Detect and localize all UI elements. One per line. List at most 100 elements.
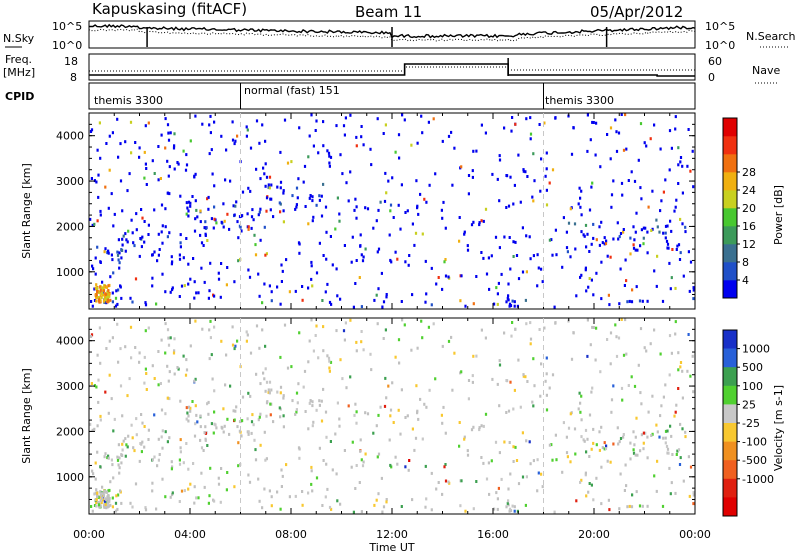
velocity-cell (197, 496, 200, 500)
velocity-cell (185, 368, 189, 372)
power-cell (151, 284, 154, 288)
power-cell (99, 213, 102, 217)
velocity-cell (232, 409, 235, 413)
power-cell (373, 298, 376, 302)
velocity-cell (114, 509, 118, 513)
power-cell (265, 175, 269, 179)
velocity-cell (496, 382, 499, 386)
velocity-cell (184, 373, 188, 377)
power-cell (254, 253, 258, 257)
power-cell (298, 251, 301, 255)
power-cell (580, 273, 583, 277)
velocity-cell (679, 422, 682, 426)
velocity-cell (193, 434, 197, 438)
velocity-panel-frame (88, 317, 696, 515)
power-cell (403, 118, 406, 122)
power-cell (416, 141, 419, 145)
power-cell (147, 233, 150, 236)
velocity-cell (200, 471, 203, 475)
power-cell (338, 212, 341, 216)
velocity-cell (625, 484, 628, 488)
power-cell (467, 192, 470, 196)
power-cell (247, 186, 250, 190)
velocity-cell (99, 490, 102, 494)
velocity-cell (164, 430, 167, 434)
velocity-cell (130, 356, 133, 360)
power-cell (270, 290, 273, 294)
power-cell (131, 231, 134, 235)
velocity-cell (522, 374, 525, 378)
power-cell (113, 212, 116, 216)
velocity-cell (96, 353, 99, 357)
velocity-cell (588, 482, 591, 485)
velocity-cell (213, 410, 216, 414)
power-cell (453, 146, 456, 150)
time-tick-label: 08:00 (275, 528, 307, 541)
power-cell (428, 183, 431, 187)
velocity-cell (202, 449, 205, 452)
velocity-cell (536, 489, 539, 493)
power-cell (189, 204, 192, 208)
velocity-cell (179, 399, 182, 403)
power-cell (487, 256, 490, 260)
velocity-cell (505, 505, 508, 509)
power-cell (531, 195, 534, 199)
power-cell (90, 177, 93, 180)
power-cell (97, 195, 100, 199)
power-cell (226, 266, 229, 269)
velocity-cell (355, 349, 358, 353)
velocity-cell (637, 363, 640, 367)
power-cell (171, 288, 174, 292)
velocity-cell (512, 460, 515, 463)
power-cell (632, 225, 635, 229)
power-cell (105, 293, 108, 297)
velocity-cell (522, 373, 525, 377)
velocity-cell (104, 503, 107, 507)
velocity-cell (578, 391, 581, 395)
velocity-cell (679, 456, 682, 460)
power-cell (279, 302, 282, 306)
velocity-cell (134, 346, 137, 349)
power-cell (471, 175, 474, 179)
velocity-cell (159, 382, 162, 385)
power-cell (666, 242, 670, 246)
velocity-cell (101, 498, 105, 502)
velocity-cell (187, 487, 190, 491)
power-cell (662, 231, 665, 235)
power-cell (653, 123, 656, 127)
power-cell (467, 174, 471, 177)
power-cell (99, 156, 102, 160)
power-cell (282, 220, 285, 224)
power-cell (90, 300, 93, 303)
velocity-cell (586, 318, 589, 322)
velocity-cell (626, 505, 629, 509)
velocity-cell (153, 413, 156, 417)
velocity-cell (529, 462, 532, 466)
power-cell (528, 235, 531, 239)
velocity-cell (191, 400, 194, 403)
power-cell (95, 293, 98, 297)
power-cell (144, 301, 147, 305)
power-cell (478, 221, 481, 225)
velocity-cell (580, 478, 583, 482)
power-cell (466, 248, 470, 252)
power-cell (194, 114, 197, 118)
power-cell (129, 296, 132, 300)
power-cell (633, 238, 636, 242)
power-cell (626, 300, 629, 304)
power-cell (498, 158, 502, 162)
power-cell (206, 239, 209, 242)
velocity-cell (517, 358, 520, 362)
power-colorbar-segment (723, 280, 737, 299)
power-cell (674, 127, 677, 131)
velocity-cell (206, 444, 209, 447)
velocity-cell (307, 491, 310, 495)
velocity-cell (126, 445, 129, 449)
velocity-cell (653, 474, 656, 478)
power-cell (99, 260, 102, 264)
velocity-cell (226, 471, 229, 474)
velocity-cell (254, 448, 257, 452)
velocity-cell (487, 461, 490, 465)
power-cell (294, 289, 297, 293)
power-cell (121, 237, 124, 241)
